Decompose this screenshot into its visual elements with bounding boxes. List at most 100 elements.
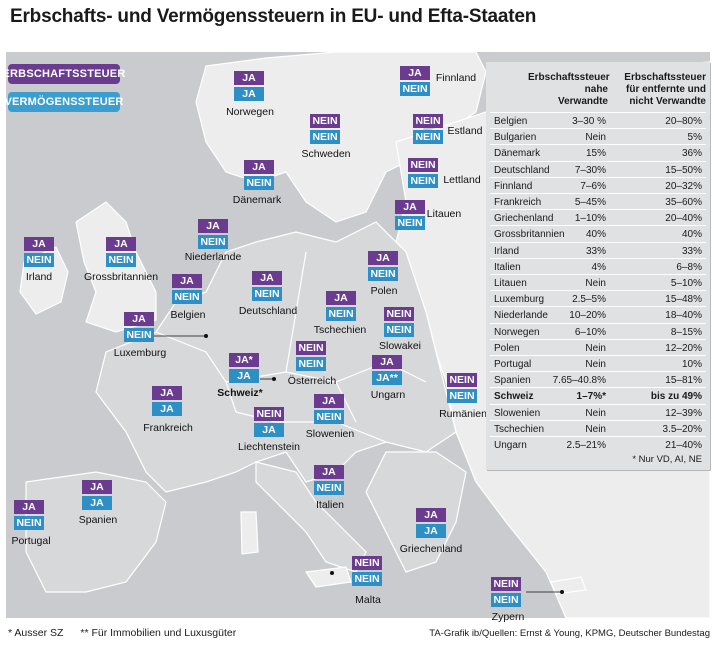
row-country: Irland <box>494 245 520 257</box>
wealth-tag: JA <box>416 524 446 538</box>
row-near-rate: 1–7%* <box>576 391 606 403</box>
label-slowakei: Slowakei <box>378 340 422 352</box>
inheritance-tag: JA <box>82 480 112 494</box>
label-estland: Estland <box>447 125 483 137</box>
row-near-rate: Nein <box>585 278 606 289</box>
map-title: Erbschafts- und Vermögenssteuern in EU- … <box>10 6 537 27</box>
wealth-tag: NEIN <box>326 307 356 321</box>
table-row: Schweiz 1–7%* bis zu 49% <box>490 387 706 405</box>
row-country: Norwegen <box>494 326 540 338</box>
row-near-rate: 33% <box>585 245 606 257</box>
marker-griechenland: JA JA <box>416 508 446 540</box>
malta-dot <box>330 571 334 575</box>
wealth-tag: NEIN <box>244 176 274 190</box>
table-row: Litauen Nein 5–10% <box>490 274 706 292</box>
marker-daenemark: JA NEIN <box>244 160 274 192</box>
cyprus-dot <box>560 590 564 594</box>
header-text: Erbschaftssteuer <box>624 72 706 83</box>
marker-lettland: NEIN NEIN <box>408 158 438 190</box>
table-row: Griechenland 1–10% 20–40% <box>490 209 706 227</box>
label-litauen: Litauen <box>426 208 462 220</box>
row-near-rate: Nein <box>585 132 606 144</box>
row-near-rate: 10–20% <box>569 310 606 322</box>
inheritance-tag: JA <box>152 386 182 400</box>
table-row: Finnland 7–6% 20–32% <box>490 176 706 195</box>
country-borders <box>155 251 427 443</box>
marker-schweiz: JA* JA <box>229 353 259 385</box>
row-country: Bulgarien <box>494 132 537 144</box>
marker-schweden: NEIN NEIN <box>310 114 340 146</box>
row-near-rate: 5–45% <box>574 197 606 208</box>
label-tschechien: Tschechien <box>313 324 367 336</box>
row-distant-rate: 15–50% <box>665 164 702 176</box>
wealth-tag: JA <box>254 423 284 437</box>
label-frankreich: Frankreich <box>143 422 193 434</box>
footnote-1: * Ausser SZ <box>8 627 64 639</box>
inheritance-tag: JA <box>372 355 402 369</box>
label-rumaenien: Rumänien <box>439 408 487 420</box>
inheritance-tag: NEIN <box>296 341 326 355</box>
inheritance-tag: JA* <box>229 353 259 367</box>
inheritance-tag: JA <box>244 160 274 174</box>
header-distant-relatives: Erbschaftssteuer für entfernte und nicht… <box>610 72 706 108</box>
table-row: Italien 4% 6–8% <box>490 257 706 276</box>
wealth-tag: NEIN <box>368 267 398 281</box>
tax-rates-table: Erbschaftssteuer nahe Verwandte Erbschaf… <box>486 62 710 470</box>
marker-liechtenstein: NEIN JA <box>254 407 284 439</box>
wealth-tag: NEIN <box>24 253 54 267</box>
label-slowenien: Slowenien <box>305 428 355 440</box>
inheritance-tag: NEIN <box>254 407 284 421</box>
row-distant-rate: 8–15% <box>670 326 702 338</box>
marker-tschechien: JA NEIN <box>326 291 356 323</box>
wealth-tag: NEIN <box>384 323 414 337</box>
label-irland: Irland <box>25 271 53 283</box>
table-row: Grossbritannien 40% 40% <box>490 225 706 243</box>
marker-niederlande: JA NEIN <box>198 219 228 251</box>
table-row: Slowenien Nein 12–39% <box>490 403 706 422</box>
marker-italien: JA NEIN <box>314 465 344 497</box>
label-grossbritannien: Grossbritannien <box>83 271 159 283</box>
row-near-rate: 1–10% <box>574 213 606 225</box>
inheritance-tag: JA <box>172 274 202 288</box>
row-distant-rate: 12–20% <box>665 342 702 354</box>
row-distant-rate: 3.5–20% <box>662 423 702 435</box>
wealth-tag: NEIN <box>198 235 228 249</box>
wealth-tag: NEIN <box>310 130 340 144</box>
row-near-rate: Nein <box>585 359 606 370</box>
marker-ungarn: JA JA** <box>372 355 402 387</box>
label-schweiz: Schweiz* <box>217 387 263 399</box>
marker-portugal: JA NEIN <box>14 500 44 532</box>
row-near-rate: 7–30% <box>574 164 606 176</box>
legend-wealth-tax: VERMÖGENSSTEUER <box>4 92 123 112</box>
row-distant-rate: 20–32% <box>665 180 702 192</box>
header-text: Verwandte <box>557 96 608 107</box>
row-distant-rate: 6–8% <box>676 261 702 273</box>
inheritance-tag: JA <box>252 271 282 285</box>
table-row: Norwegen 6–10% 8–15% <box>490 322 706 341</box>
wealth-tag: JA** <box>372 371 402 385</box>
wealth-tag: NEIN <box>124 328 154 342</box>
row-near-rate: 7–6% <box>580 180 606 192</box>
wealth-tag: NEIN <box>296 357 326 371</box>
table-row: Polen Nein 12–20% <box>490 338 706 357</box>
inheritance-tag: JA <box>24 237 54 251</box>
row-country: Frankreich <box>494 197 542 208</box>
row-distant-rate: 12–39% <box>665 407 702 419</box>
label-spanien: Spanien <box>78 514 118 526</box>
label-italien: Italien <box>315 499 345 511</box>
legend-inheritance-tax: ERBSCHAFTSSTEUER <box>3 64 125 84</box>
marker-finnland: JA NEIN <box>400 66 430 98</box>
row-country: Portugal <box>494 359 532 370</box>
inheritance-tag: JA <box>326 291 356 305</box>
row-distant-rate: 5% <box>687 132 702 144</box>
footnote-2: ** Für Immobilien und Luxusgüter <box>80 627 237 639</box>
wealth-tag: JA <box>229 369 259 383</box>
inheritance-tag: JA <box>234 71 264 85</box>
sicily-land <box>304 566 352 588</box>
inheritance-tag: JA <box>416 508 446 522</box>
inheritance-tag: JA <box>198 219 228 233</box>
wealth-tag: NEIN <box>395 216 425 230</box>
inheritance-tag: NEIN <box>352 556 382 570</box>
inheritance-tag: NEIN <box>491 577 521 591</box>
row-distant-rate: 15–48% <box>665 294 702 306</box>
